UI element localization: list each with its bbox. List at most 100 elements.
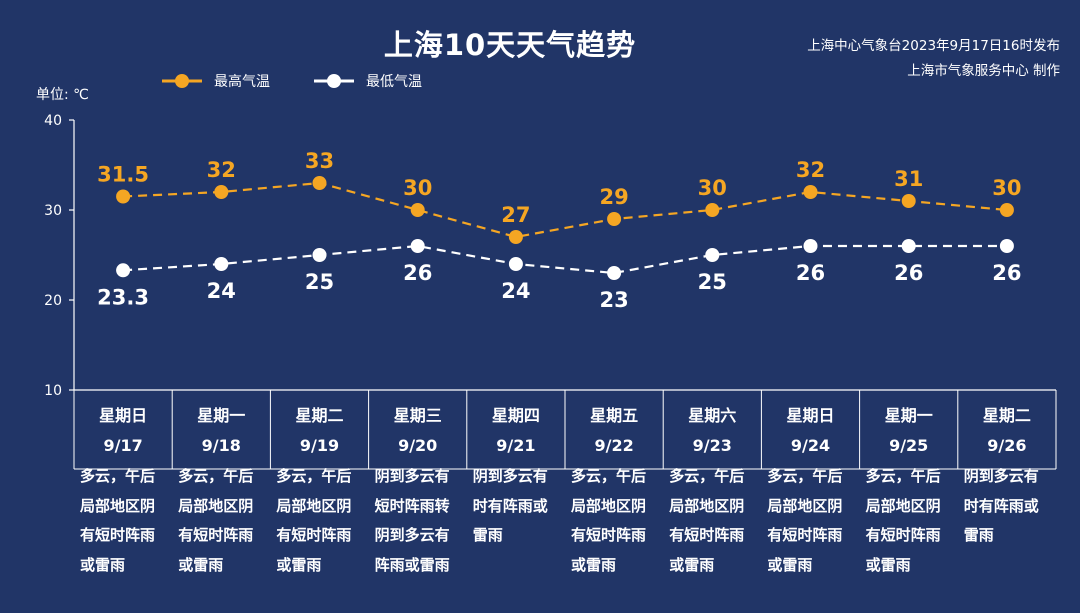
weather-description: 阴到多云有 短时阵雨转 阴到多云有 阵雨或雷雨 <box>375 462 465 580</box>
weather-line: 或雷雨 <box>767 555 813 574</box>
legend-label-min: 最低气温 <box>366 74 422 90</box>
weather-description: 多云，午后局部地区阴有短时阵雨或雷雨 <box>80 462 170 580</box>
weather-line: 多云，午后 <box>669 467 745 485</box>
weather-line: 有短时阵雨 <box>80 526 156 544</box>
weather-description: 阴到多云有 时有阵雨或 雷雨 <box>964 462 1054 551</box>
min-temp-point <box>214 257 229 271</box>
min-temp-point <box>607 266 622 280</box>
weather-description: 多云，午后 局部地区阴 有短时阵雨 或雷雨 <box>178 462 268 580</box>
day-date: 9/23 <box>693 436 732 455</box>
day-date: 9/21 <box>496 436 535 455</box>
legend-label-max: 最高气温 <box>214 74 270 90</box>
max-temp-label: 31 <box>894 167 923 191</box>
weather-line: 有短时阵雨 <box>865 526 941 544</box>
day-weekday: 星期日 <box>99 406 147 425</box>
day-weekday: 星期三 <box>394 406 442 425</box>
day-weekday: 星期二 <box>295 406 343 425</box>
weather-line: 阴到多云有 <box>963 467 1039 485</box>
issuer-line-2: 上海市气象服务中心 制作 <box>907 63 1060 79</box>
weather-line: 局部地区阴 <box>571 496 647 515</box>
weather-description: 阴到多云有 时有阵雨或 雷雨 <box>473 462 563 551</box>
max-temp-point <box>410 203 425 217</box>
max-temp-point <box>508 230 523 244</box>
weather-line: 或雷雨 <box>178 555 224 574</box>
max-temp-label: 32 <box>796 158 825 182</box>
min-temp-point <box>705 248 720 262</box>
day-weekday: 星期五 <box>590 406 638 425</box>
min-temp-point <box>999 239 1014 253</box>
weather-line: 或雷雨 <box>80 555 126 574</box>
min-temp-line <box>123 244 1007 275</box>
weather-line: 有短时阵雨 <box>571 526 647 544</box>
weather-line: 局部地区阴 <box>276 496 352 515</box>
min-temp-label: 26 <box>992 261 1021 285</box>
weather-description: 多云，午后局部地区阴有短时阵雨或雷雨 <box>669 462 759 580</box>
min-temp-point <box>116 263 131 278</box>
legend-marker-min <box>314 74 354 88</box>
min-temp-label: 26 <box>796 261 825 285</box>
min-temp-label: 25 <box>305 270 334 294</box>
max-temp-label: 27 <box>501 203 530 227</box>
max-temp-point <box>214 185 229 199</box>
weather-line: 多云，午后 <box>178 467 254 485</box>
weather-line: 时有阵雨或 <box>963 496 1039 515</box>
max-temp-point <box>312 176 327 190</box>
day-date: 9/19 <box>300 436 339 455</box>
weather-line: 阵雨或雷雨 <box>374 555 450 574</box>
max-temp-label: 30 <box>403 176 432 200</box>
unit-label: 单位: ℃ <box>36 87 89 103</box>
min-temp-label: 23 <box>599 288 628 312</box>
max-temp-label: 30 <box>992 176 1021 200</box>
weather-line: 或雷雨 <box>571 555 617 574</box>
day-date: 9/24 <box>791 436 830 455</box>
day-weekday: 星期一 <box>197 406 245 425</box>
weather-line: 雷雨 <box>472 526 503 544</box>
weather-line: 多云，午后 <box>767 467 843 485</box>
y-tick-label: 30 <box>44 203 62 219</box>
issuer-line-1: 上海中心气象台2023年9月17日16时发布 <box>807 38 1060 54</box>
weather-line: 有短时阵雨 <box>276 526 352 544</box>
y-tick-label: 10 <box>44 383 62 399</box>
max-temp-label: 32 <box>207 158 236 182</box>
min-temp-label: 26 <box>403 261 432 285</box>
y-tick-label: 20 <box>44 293 62 309</box>
weather-line: 多云，午后 <box>571 467 647 485</box>
min-temp-label: 24 <box>501 279 530 303</box>
weather-line: 多云，午后 <box>80 467 156 485</box>
day-weekday: 星期一 <box>885 406 933 425</box>
day-weekday: 星期日 <box>786 406 834 425</box>
max-temp-label: 31.5 <box>97 163 149 187</box>
chart-title: 上海10天天气趋势 <box>383 28 637 62</box>
day-weekday: 星期二 <box>983 406 1031 425</box>
weather-line: 多云，午后 <box>865 467 941 485</box>
weather-line: 或雷雨 <box>669 555 715 574</box>
min-temp-point <box>508 257 523 271</box>
weather-description: 多云，午后局部地区阴有短时阵雨或雷雨 <box>571 462 661 580</box>
max-temp-point <box>705 203 720 217</box>
weather-line: 局部地区阴 <box>669 496 745 515</box>
min-temp-label: 24 <box>207 279 236 303</box>
day-weekday: 星期六 <box>688 406 736 425</box>
min-temp-label: 25 <box>698 270 727 294</box>
y-tick-label: 40 <box>44 113 62 129</box>
day-date: 9/20 <box>398 436 437 455</box>
min-temp-label: 23.3 <box>97 285 149 309</box>
day-date: 9/25 <box>889 436 928 455</box>
day-weekday: 星期四 <box>492 406 540 425</box>
day-date: 9/18 <box>202 436 241 455</box>
min-temp-point <box>803 239 818 253</box>
weather-line: 多云，午后 <box>276 467 352 485</box>
issuer-info: 上海中心气象台2023年9月17日16时发布 上海市气象服务中心 制作 <box>807 34 1060 84</box>
day-date: 9/22 <box>594 436 633 455</box>
day-date: 9/17 <box>103 436 142 455</box>
weather-line: 或雷雨 <box>276 555 322 574</box>
weather-line: 有短时阵雨 <box>767 526 843 544</box>
max-temp-point <box>999 203 1014 217</box>
weather-line: 局部地区阴 <box>767 496 843 515</box>
min-temp-point <box>312 248 327 262</box>
max-temp-point <box>607 212 622 226</box>
weather-line: 有短时阵雨 <box>669 526 745 544</box>
weather-line: 局部地区阴 <box>80 496 156 515</box>
weather-line: 或雷雨 <box>865 555 911 574</box>
